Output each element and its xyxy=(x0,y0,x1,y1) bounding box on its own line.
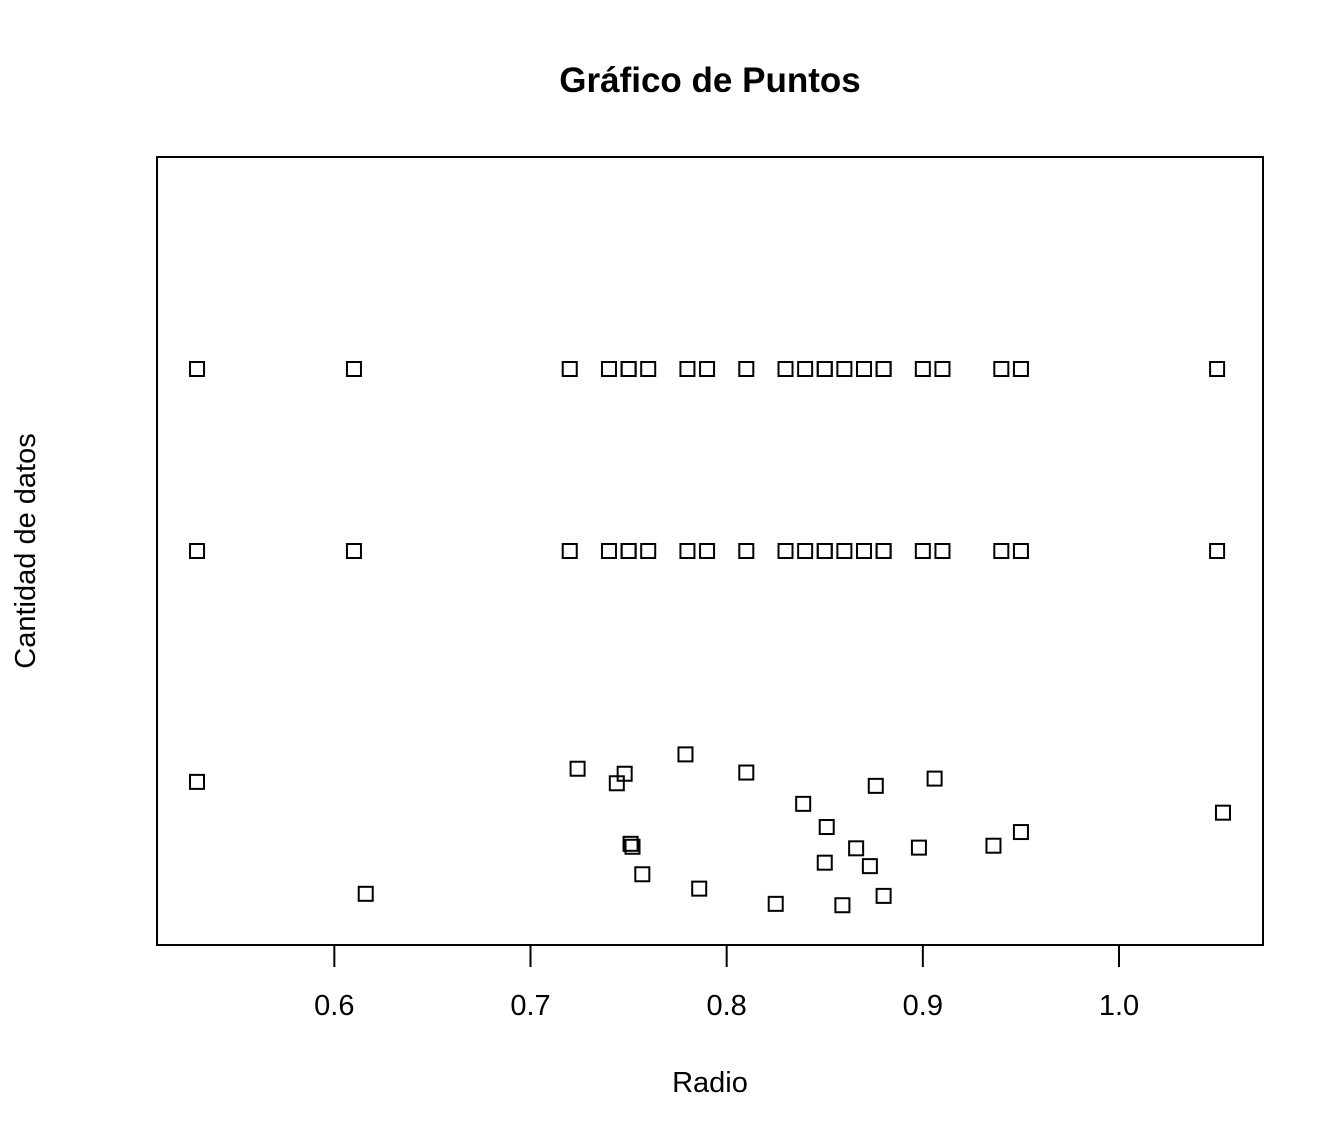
point-stack xyxy=(875,543,892,559)
point-overplot xyxy=(875,361,892,377)
point-overplot xyxy=(875,361,892,377)
point-jitter xyxy=(875,887,892,904)
point-overplot xyxy=(679,361,696,377)
point-overplot xyxy=(620,361,637,377)
plot-box xyxy=(156,156,1264,946)
point-stack xyxy=(914,543,931,559)
point-overplot xyxy=(993,361,1010,377)
point-overplot xyxy=(600,361,617,377)
points-layer xyxy=(189,361,1231,914)
point-jitter xyxy=(985,837,1002,854)
point-overplot xyxy=(345,361,362,377)
point-stack xyxy=(640,543,657,559)
point-stack xyxy=(620,543,637,559)
point-stack xyxy=(836,543,853,559)
point-overplot xyxy=(855,361,872,377)
point-stack xyxy=(699,543,716,559)
point-jitter xyxy=(818,819,835,836)
point-overplot xyxy=(777,361,794,377)
x-tick-label: 0.7 xyxy=(510,990,550,1022)
x-axis-label: Radio xyxy=(672,1067,748,1099)
point-stack xyxy=(875,543,892,559)
chart-title: Gráfico de Puntos xyxy=(559,61,860,100)
point-jitter xyxy=(861,858,878,875)
point-jitter xyxy=(795,795,812,812)
point-overplot xyxy=(1012,361,1029,377)
point-stack xyxy=(679,543,696,559)
point-overplot xyxy=(816,361,833,377)
point-stack xyxy=(600,543,617,559)
point-stack xyxy=(189,543,206,559)
point-overplot xyxy=(189,361,206,377)
point-jitter xyxy=(910,839,927,856)
x-tick-label: 0.9 xyxy=(903,990,943,1022)
point-jitter xyxy=(634,866,651,883)
point-stack xyxy=(345,543,362,559)
point-jitter xyxy=(677,746,694,763)
point-jitter xyxy=(816,854,833,871)
point-jitter xyxy=(1012,824,1029,841)
point-overplot xyxy=(836,361,853,377)
point-jitter xyxy=(834,897,851,914)
point-overplot xyxy=(914,361,931,377)
point-jitter xyxy=(767,895,784,912)
point-overplot xyxy=(797,361,814,377)
point-overplot xyxy=(699,361,716,377)
point-stack xyxy=(1012,543,1029,559)
point-jitter xyxy=(867,777,884,794)
point-stack xyxy=(797,543,814,559)
point-overplot xyxy=(934,361,951,377)
point-jitter xyxy=(691,880,708,897)
point-overplot xyxy=(620,361,637,377)
point-stack xyxy=(855,543,872,559)
point-overplot xyxy=(855,361,872,377)
point-jitter xyxy=(624,838,641,855)
point-stack xyxy=(777,543,794,559)
point-jitter xyxy=(189,773,206,790)
point-stack xyxy=(934,543,951,559)
point-stack xyxy=(855,543,872,559)
point-overplot xyxy=(1209,361,1226,377)
x-tick-label: 1.0 xyxy=(1099,990,1139,1022)
point-stack xyxy=(620,543,637,559)
point-stack xyxy=(816,543,833,559)
point-stack xyxy=(561,543,578,559)
point-stack xyxy=(993,543,1010,559)
point-stack xyxy=(620,543,637,559)
point-jitter xyxy=(926,770,943,787)
point-jitter xyxy=(738,764,755,781)
point-jitter xyxy=(848,840,865,857)
point-jitter xyxy=(569,760,586,777)
point-overplot xyxy=(620,361,637,377)
point-overplot xyxy=(640,361,657,377)
point-overplot xyxy=(816,361,833,377)
point-overplot xyxy=(561,361,578,377)
point-jitter xyxy=(622,835,639,852)
x-axis: 0.6 0.7 0.8 0.9 1.0 xyxy=(314,944,1139,1022)
x-tick-label: 0.8 xyxy=(707,990,747,1022)
point-jitter xyxy=(357,885,374,902)
point-stack xyxy=(738,543,755,559)
point-jitter xyxy=(1214,804,1231,821)
point-jitter xyxy=(616,765,633,782)
point-stack xyxy=(816,543,833,559)
point-stack xyxy=(1209,543,1226,559)
point-overplot xyxy=(738,361,755,377)
x-tick-label: 0.6 xyxy=(314,990,354,1022)
y-axis-label: Cantidad de datos xyxy=(10,433,42,668)
